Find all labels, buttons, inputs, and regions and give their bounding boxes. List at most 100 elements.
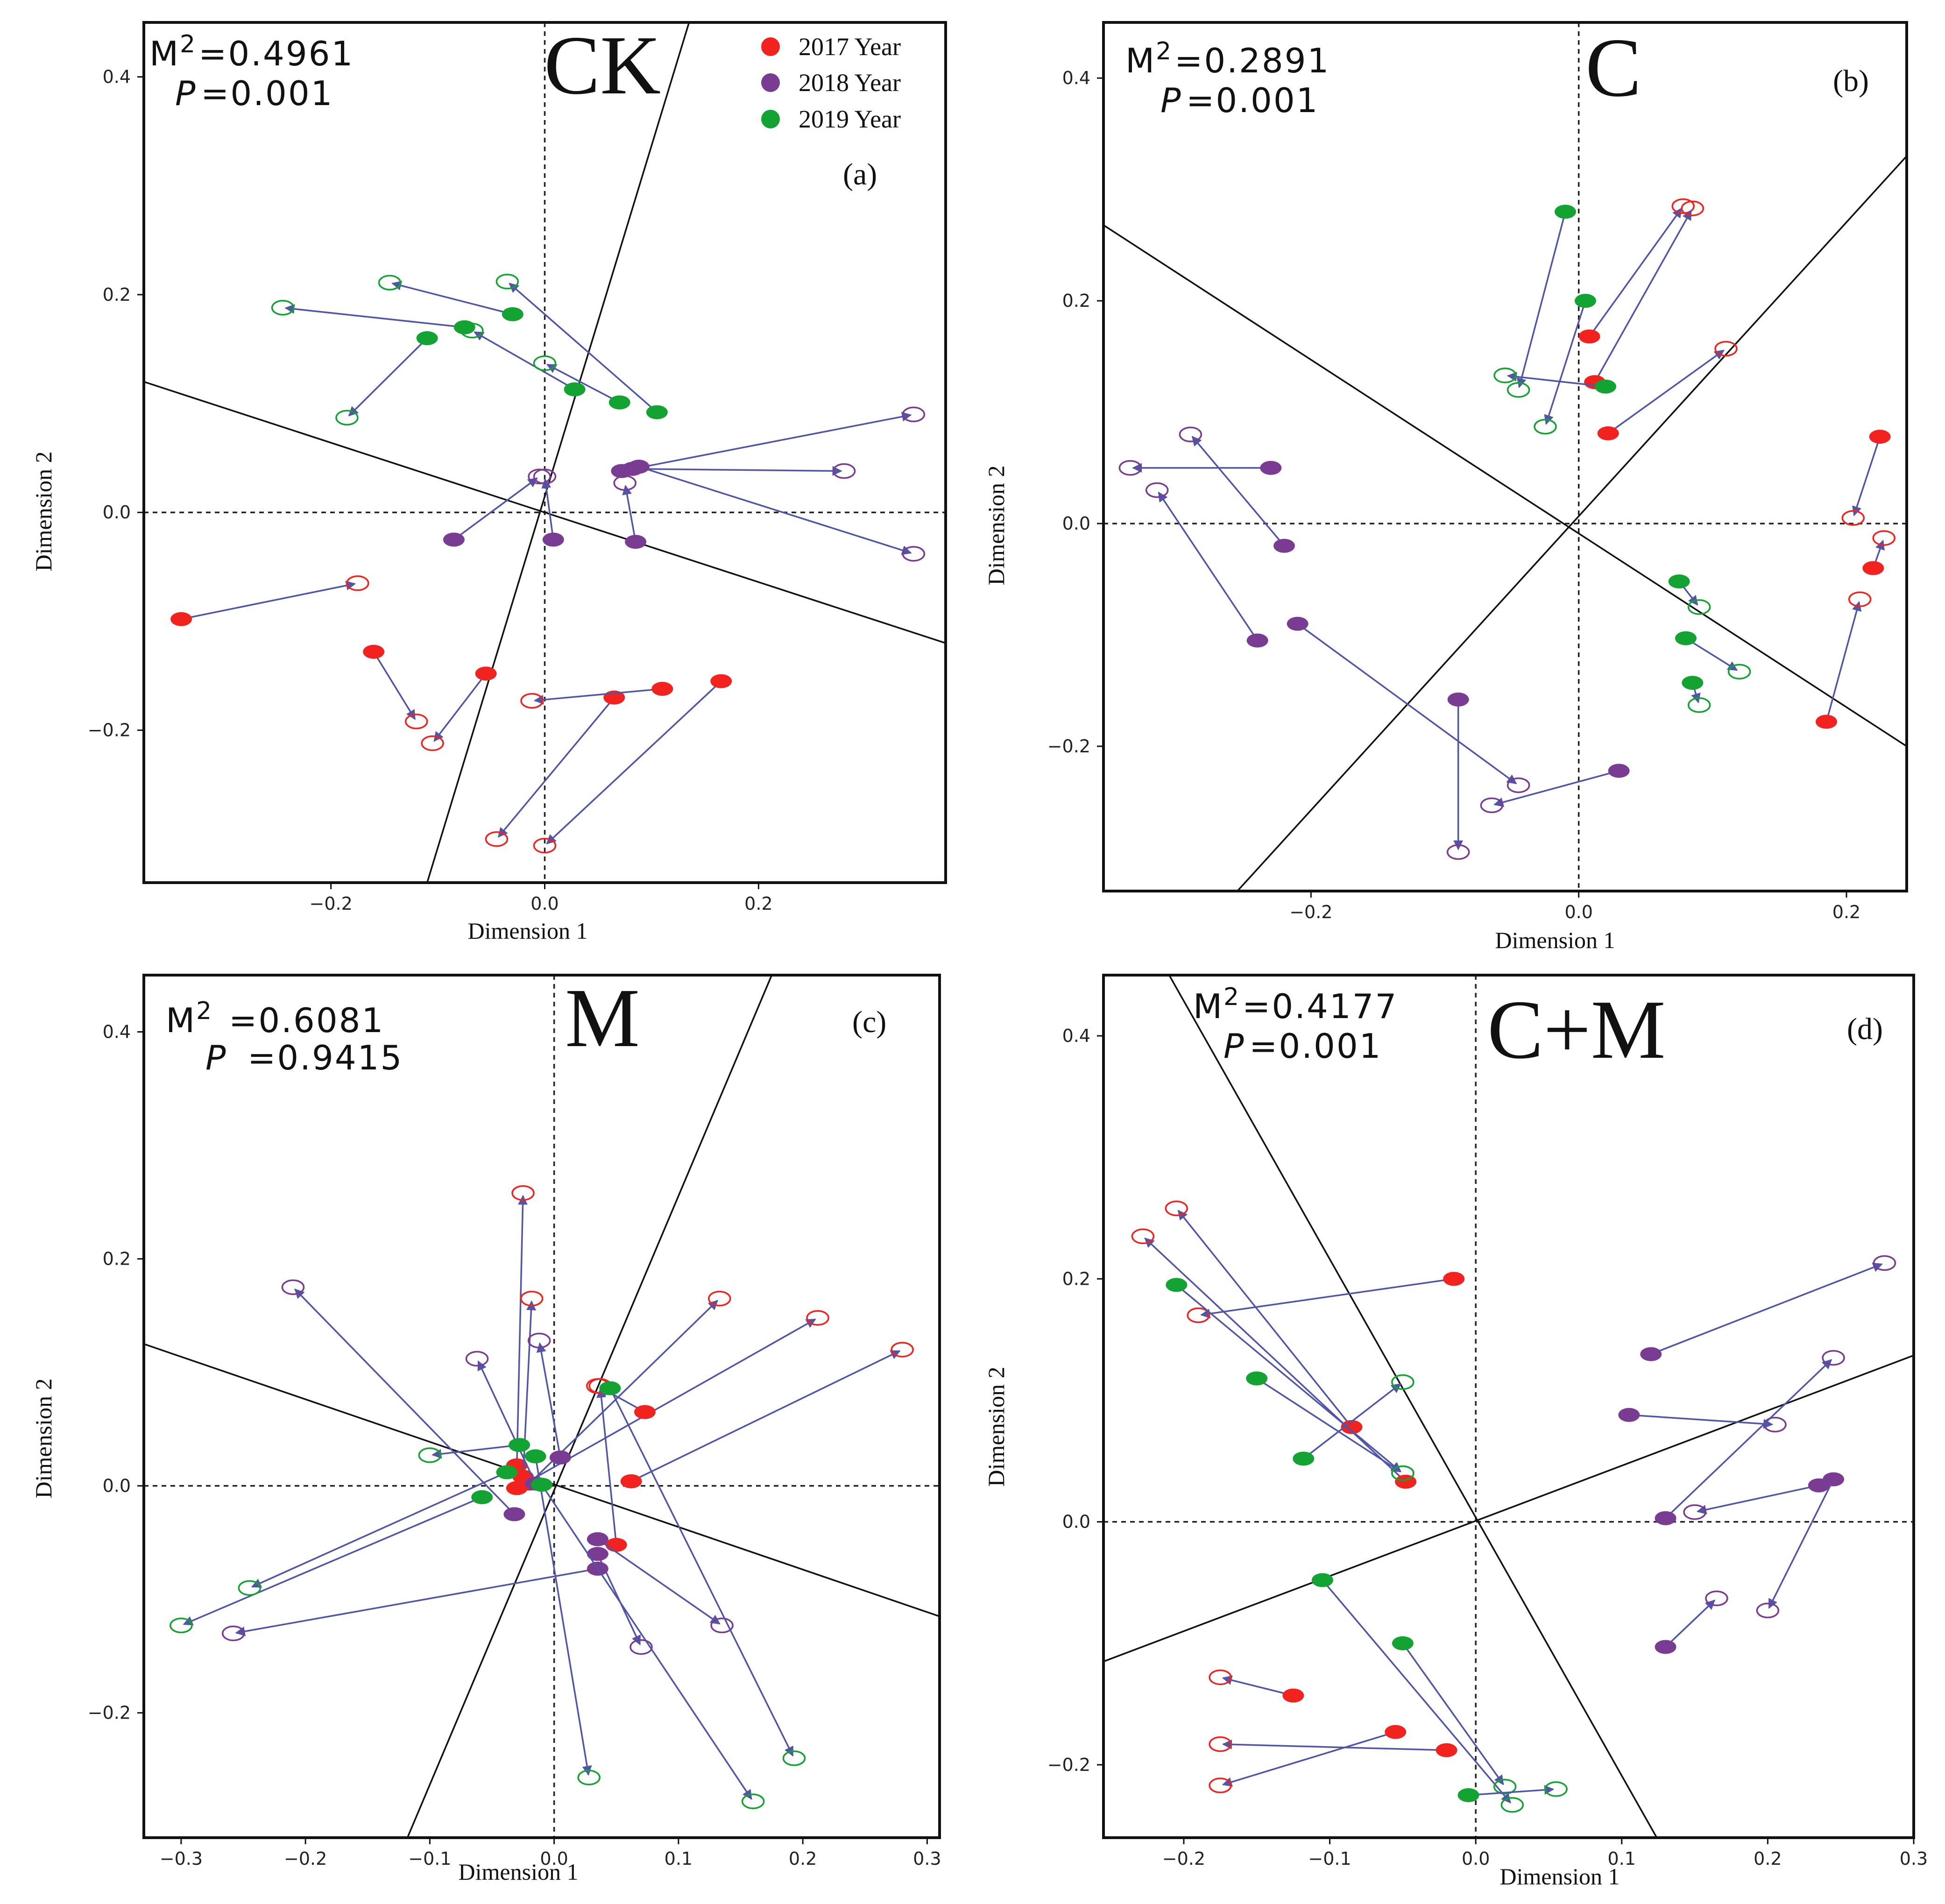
point-2019-filled: [453, 320, 475, 334]
procrustes-arrow: [1222, 1731, 1396, 1787]
point-2019-open: [1727, 664, 1751, 679]
point-2017-open: [1209, 1669, 1232, 1685]
point-2018-filled: [1823, 1472, 1845, 1486]
point-2017-filled: [363, 644, 385, 659]
x-tick-label: −0.1: [408, 1848, 451, 1869]
procrustes-arrow: [391, 281, 513, 315]
point-2019-open: [1493, 1778, 1517, 1795]
point-2017-open: [520, 693, 544, 709]
procrustes-arrow: [1303, 1383, 1401, 1459]
p-value: =0.9415: [248, 1038, 403, 1077]
point-2018-open: [613, 475, 637, 491]
y-tick-label: 0.4: [103, 1022, 131, 1042]
point-2019-filled: [1166, 1278, 1188, 1292]
procrustes-arrow: [536, 1342, 561, 1458]
point-2017-filled: [710, 674, 732, 688]
x-tick-label: −0.2: [1162, 1848, 1205, 1869]
point-2019-filled: [416, 331, 438, 346]
procrustes-arrow: [235, 1568, 598, 1636]
procrustes-arrow: [1589, 207, 1683, 337]
treatment-title: CK: [544, 19, 661, 112]
y-tick-label: 0.0: [1062, 513, 1090, 534]
point-2017-filled: [620, 1474, 642, 1488]
point-2019-open: [1534, 418, 1557, 435]
point-2017-open: [806, 1310, 829, 1326]
procrustes-arrow: [546, 364, 620, 403]
point-2019-filled: [1293, 1451, 1315, 1466]
plot-frame: [1102, 21, 1908, 892]
point-2019-open: [533, 355, 557, 371]
point-2018-open: [832, 463, 856, 479]
point-2017-open: [1209, 1777, 1232, 1793]
rotation-axis-line: [426, 22, 690, 883]
rotation-axis-line: [1103, 1354, 1914, 1663]
point-2018-filled: [549, 1450, 571, 1465]
point-2018-open: [221, 1625, 245, 1642]
procrustes-arrow: [1402, 1642, 1504, 1785]
point-2017-filled: [1578, 329, 1600, 344]
m2-superscript: 2: [196, 997, 213, 1025]
y-tick-label: 0.0: [103, 1476, 131, 1496]
plot-content: [144, 975, 940, 1838]
point-2019-filled: [1595, 379, 1616, 394]
point-2018-open: [533, 468, 557, 485]
x-tick-label: 0.3: [1900, 1848, 1928, 1869]
rotation-axis-line: [406, 975, 773, 1838]
procrustes-arrow: [1825, 601, 1862, 722]
point-2018-open: [1446, 844, 1470, 860]
point-2017-open: [1681, 200, 1705, 216]
p-label: P: [1160, 81, 1182, 120]
point-2019-filled: [1682, 676, 1704, 690]
procrustes-arrow: [596, 1387, 617, 1545]
procrustes-arrow: [1176, 1284, 1401, 1472]
point-2017-filled: [1443, 1272, 1465, 1286]
procrustes-arrow: [1191, 436, 1285, 546]
procrustes-arrow: [1544, 300, 1586, 425]
legend-label-2017: 2017 Year: [799, 33, 901, 61]
procrustes-arrow: [632, 466, 842, 476]
treatment-title: M: [565, 971, 640, 1064]
y-tick-label: 0.0: [1062, 1512, 1090, 1532]
procrustes-arrow: [431, 1444, 520, 1459]
treatment-title: C: [1585, 21, 1641, 114]
procrustes-arrow: [516, 1195, 528, 1465]
point-2018-open: [1822, 1350, 1845, 1366]
point-2018-filled: [542, 532, 564, 547]
m2-superscript: 2: [1224, 983, 1240, 1011]
y-tick-label: 0.0: [103, 502, 131, 523]
point-2018-open: [902, 546, 926, 562]
procrustes-arrow: [348, 337, 428, 417]
point-2019-open: [460, 323, 484, 339]
panel-c-plus-m: −0.2 −0.1 0.0 0.1 0.2 0.3 −0.2 0.0 0.2 0.4 M 2 =0…: [983, 974, 1928, 1890]
procrustes-arrow: [1665, 1600, 1716, 1648]
point-2017-open: [891, 1342, 914, 1358]
procrustes-arrow: [1177, 1210, 1352, 1428]
procrustes-arrow: [1256, 1378, 1401, 1472]
point-2019-open: [1493, 368, 1517, 383]
x-tick-label: 0.0: [540, 1848, 568, 1869]
point-2018-filled: [587, 1547, 608, 1561]
plot-area: −0.2 −0.1 0.0 0.1 0.2 0.3 −0.2 0.0 0.2 0.4: [1047, 974, 1928, 1869]
point-2019-open: [1687, 599, 1711, 615]
point-2018-filled: [1618, 1408, 1640, 1422]
procrustes-arrow: [1516, 211, 1566, 389]
procrustes-arrow: [1158, 491, 1259, 641]
point-2018-filled: [1287, 616, 1308, 631]
procrustes-arrow: [1200, 1278, 1454, 1319]
point-2018-open: [1480, 797, 1504, 814]
legend-marker-2019: [761, 110, 780, 128]
y-axis-label: Dimension 2: [983, 1367, 1009, 1487]
y-axis-label: Dimension 2: [30, 452, 57, 572]
procrustes-arrow: [1768, 1479, 1834, 1609]
point-2017-open: [1165, 1200, 1188, 1217]
point-2018-open: [629, 1639, 653, 1655]
point-2018-filled: [628, 460, 650, 474]
p-label: P: [175, 74, 197, 113]
procrustes-arrow: [597, 1538, 721, 1625]
point-2019-filled: [496, 1465, 518, 1479]
point-2019-filled: [1457, 1788, 1479, 1802]
point-2018-open: [1683, 1504, 1706, 1520]
point-2019-open: [271, 300, 295, 316]
point-2017-open: [1714, 340, 1738, 357]
